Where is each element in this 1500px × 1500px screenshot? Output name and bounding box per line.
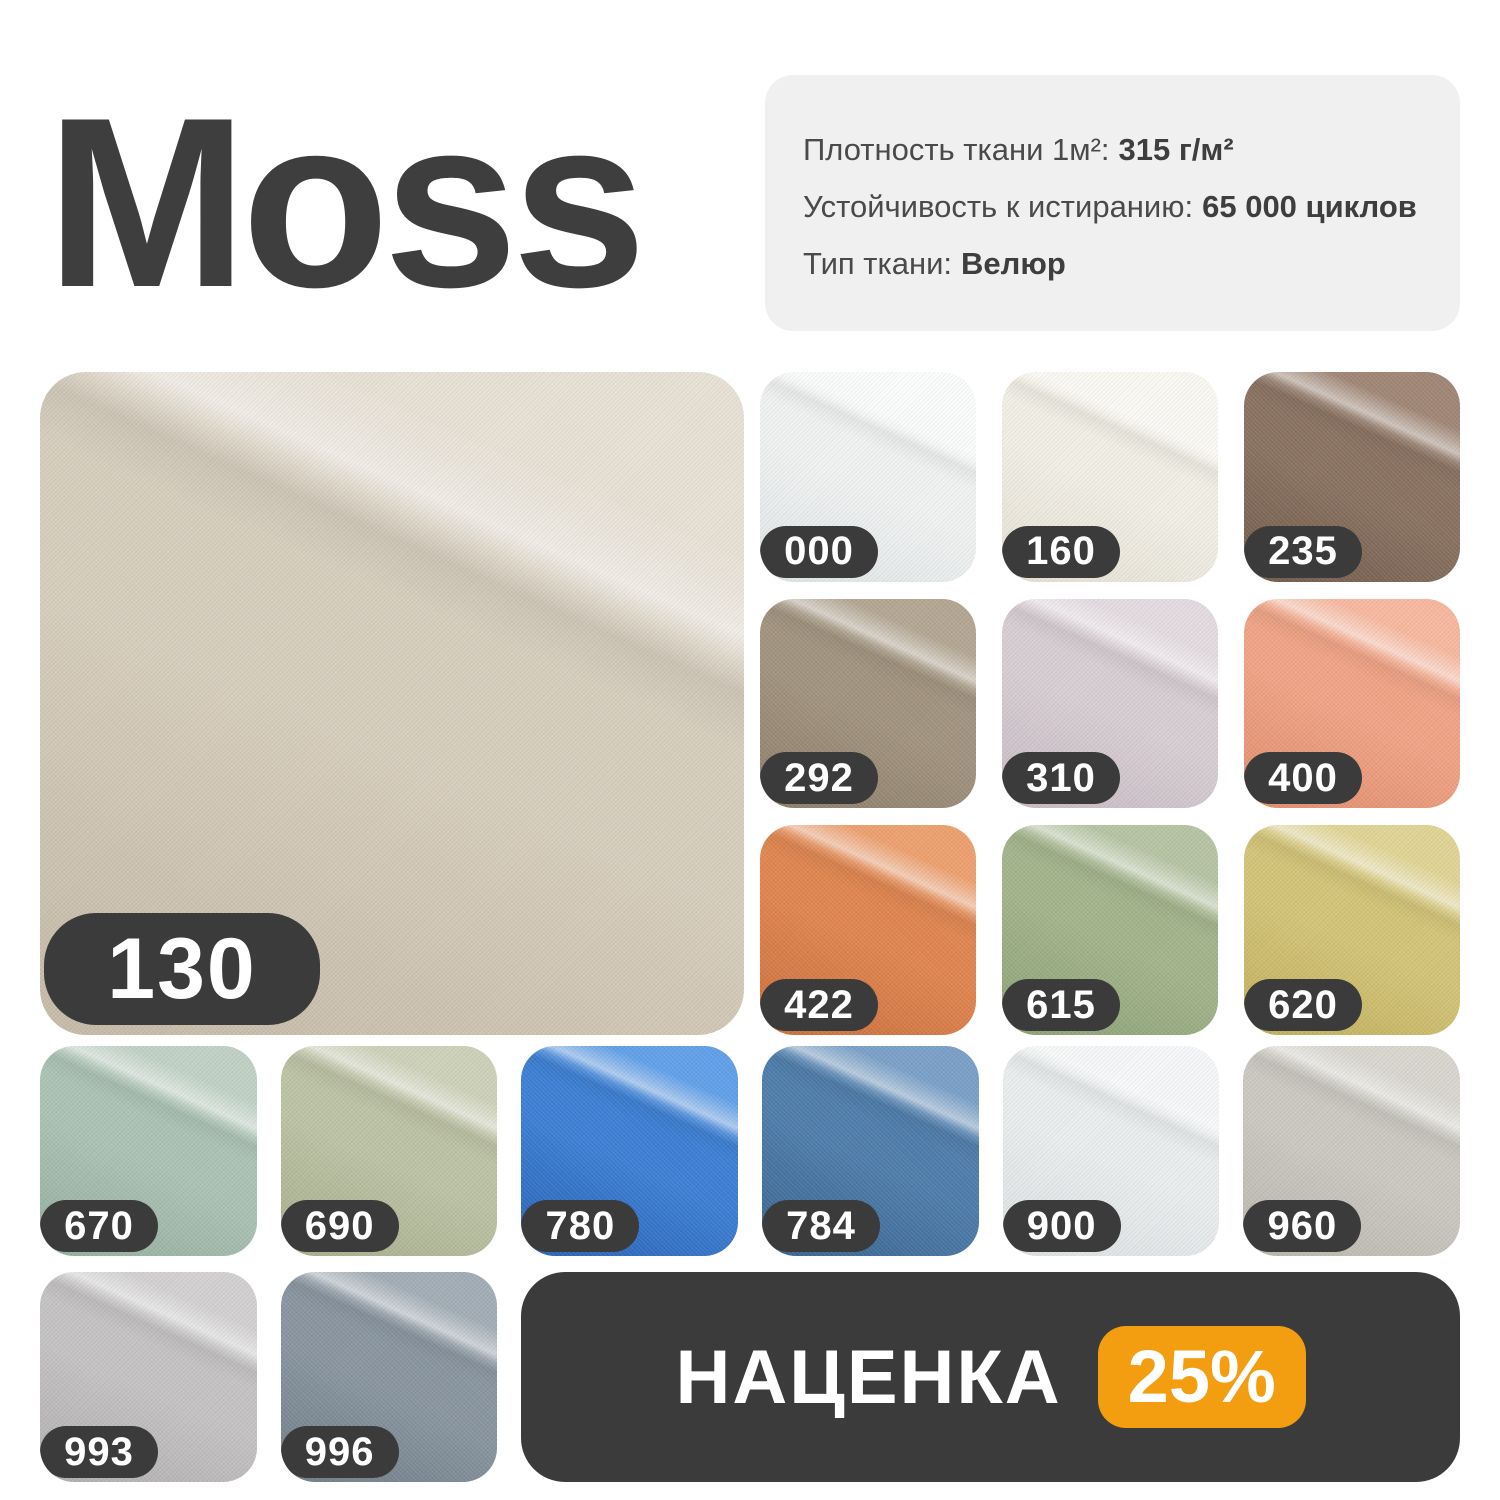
swatch-code-badge: 784 — [762, 1200, 880, 1252]
spec-label: Плотность ткани 1м²: — [803, 131, 1110, 167]
page-title: Moss — [46, 68, 647, 338]
promo-markup-label: НАЦЕНКА — [675, 1334, 1062, 1420]
swatch-code-badge: 400 — [1244, 752, 1362, 805]
fabric-specs-card: Плотность ткани 1м²: 315 г/м² Устойчивос… — [765, 75, 1460, 331]
promo-percent-badge: 25% — [1097, 1326, 1306, 1428]
spec-row-density: Плотность ткани 1м²: 315 г/м² — [803, 121, 1430, 178]
swatch-tile-780: 780 — [521, 1046, 738, 1256]
spec-value: Велюр — [961, 245, 1066, 281]
swatch-code-badge: 310 — [1002, 752, 1120, 805]
spec-row-type: Тип ткани: Велюр — [803, 235, 1430, 292]
swatch-code-badge: 993 — [40, 1426, 158, 1478]
swatch-grid-right: 000 160 235 292 310 400 422 615 620 — [760, 372, 1460, 1035]
swatch-tile-310: 310 — [1002, 598, 1218, 809]
main-swatch-130: 130 — [40, 372, 744, 1035]
swatch-tile-400: 400 — [1244, 598, 1460, 809]
swatch-tile-993: 993 — [40, 1272, 257, 1482]
swatch-code-badge: 780 — [521, 1200, 640, 1252]
swatch-code-badge: 900 — [1002, 1200, 1121, 1252]
swatch-tile-670: 670 — [40, 1046, 257, 1256]
swatch-code-badge: 615 — [1002, 979, 1120, 1031]
swatch-tile-620: 620 — [1244, 825, 1460, 1035]
promo-panel: НАЦЕНКА 25% — [521, 1272, 1460, 1482]
swatch-code-badge: 000 — [760, 525, 878, 578]
swatch-tile-615: 615 — [1002, 825, 1218, 1035]
swatch-code-badge: 670 — [40, 1200, 158, 1252]
swatch-code-badge: 422 — [760, 979, 878, 1031]
swatch-tile-690: 690 — [280, 1046, 498, 1256]
swatch-tile-000: 000 — [760, 372, 976, 582]
spec-label: Тип ткани: — [803, 245, 953, 281]
swatch-tile-996: 996 — [280, 1272, 498, 1482]
spec-label: Устойчивость к истиранию: — [803, 188, 1194, 224]
swatch-tile-292: 292 — [760, 598, 976, 809]
swatch-code-badge: 235 — [1244, 525, 1362, 578]
swatch-code-badge: 996 — [280, 1426, 399, 1478]
spec-value: 65 000 циклов — [1202, 188, 1417, 224]
swatch-code-badge: 160 — [1002, 525, 1120, 578]
swatch-tile-784: 784 — [762, 1046, 979, 1256]
swatch-code-badge: 690 — [280, 1200, 399, 1252]
swatch-tile-160: 160 — [1002, 372, 1218, 582]
swatch-code-badge: 620 — [1244, 979, 1362, 1031]
swatch-code-badge: 960 — [1243, 1200, 1362, 1252]
spec-value: 315 г/м² — [1118, 131, 1234, 167]
spec-row-abrasion: Устойчивость к истиранию: 65 000 циклов — [803, 178, 1430, 235]
swatch-grid-bottom: 670 690 780 784 900 960 993 996 НАЦЕНКА … — [40, 1046, 1460, 1482]
swatch-tile-422: 422 — [760, 825, 976, 1035]
swatch-tile-900: 900 — [1002, 1046, 1220, 1256]
swatch-code-badge: 292 — [760, 752, 878, 805]
swatch-tile-960: 960 — [1243, 1046, 1460, 1256]
main-swatch-code-badge: 130 — [44, 913, 320, 1025]
swatch-tile-235: 235 — [1244, 372, 1460, 582]
